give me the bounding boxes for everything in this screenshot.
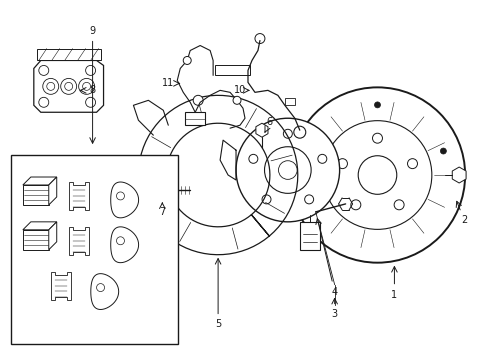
Circle shape [441, 148, 446, 154]
Circle shape [262, 195, 271, 204]
Circle shape [323, 121, 432, 229]
Circle shape [78, 78, 95, 94]
Circle shape [290, 87, 465, 263]
Polygon shape [185, 112, 205, 125]
Circle shape [83, 82, 91, 90]
Polygon shape [69, 227, 89, 255]
Text: 5: 5 [215, 319, 221, 329]
Circle shape [39, 97, 49, 107]
Text: 1: 1 [392, 289, 397, 300]
Circle shape [294, 126, 306, 138]
Circle shape [47, 82, 55, 90]
Polygon shape [111, 182, 139, 218]
Polygon shape [153, 182, 172, 198]
Polygon shape [49, 222, 57, 250]
Circle shape [394, 200, 404, 210]
Circle shape [65, 82, 73, 90]
Polygon shape [23, 177, 57, 185]
Text: 8: 8 [90, 85, 96, 95]
Polygon shape [452, 167, 466, 183]
Circle shape [305, 195, 314, 204]
Polygon shape [300, 222, 319, 250]
Circle shape [193, 95, 203, 105]
Polygon shape [23, 230, 49, 250]
Circle shape [283, 129, 293, 138]
Circle shape [183, 57, 191, 64]
Circle shape [372, 133, 383, 143]
Circle shape [249, 154, 258, 163]
Circle shape [278, 161, 297, 179]
Circle shape [338, 159, 347, 168]
Circle shape [97, 284, 104, 292]
Text: 3: 3 [332, 310, 338, 319]
Circle shape [408, 159, 417, 168]
Text: 11: 11 [162, 78, 174, 88]
Text: 4: 4 [332, 287, 338, 297]
Polygon shape [91, 274, 119, 310]
Text: 9: 9 [90, 26, 96, 36]
Circle shape [61, 78, 76, 94]
Circle shape [255, 33, 265, 44]
Polygon shape [34, 60, 103, 112]
Circle shape [374, 102, 380, 108]
Circle shape [265, 147, 311, 193]
Circle shape [86, 66, 96, 75]
Circle shape [117, 192, 124, 200]
Polygon shape [23, 222, 57, 230]
Polygon shape [51, 272, 71, 300]
Polygon shape [49, 177, 57, 205]
Circle shape [117, 237, 124, 245]
Circle shape [236, 118, 340, 222]
Text: 6: 6 [267, 117, 273, 127]
Circle shape [309, 196, 315, 202]
Circle shape [43, 78, 59, 94]
Polygon shape [215, 66, 250, 75]
Circle shape [86, 97, 96, 107]
Polygon shape [11, 155, 178, 345]
Text: 7: 7 [159, 207, 166, 217]
Circle shape [233, 96, 241, 104]
Text: 2: 2 [461, 215, 467, 225]
Polygon shape [111, 227, 139, 263]
Polygon shape [69, 182, 89, 210]
Text: 10: 10 [234, 85, 246, 95]
Polygon shape [23, 185, 49, 205]
Polygon shape [37, 49, 100, 60]
Circle shape [358, 156, 397, 194]
Circle shape [39, 66, 49, 75]
Polygon shape [256, 123, 268, 137]
Polygon shape [285, 98, 295, 105]
Circle shape [351, 200, 361, 210]
Circle shape [318, 154, 327, 163]
Polygon shape [139, 95, 298, 255]
